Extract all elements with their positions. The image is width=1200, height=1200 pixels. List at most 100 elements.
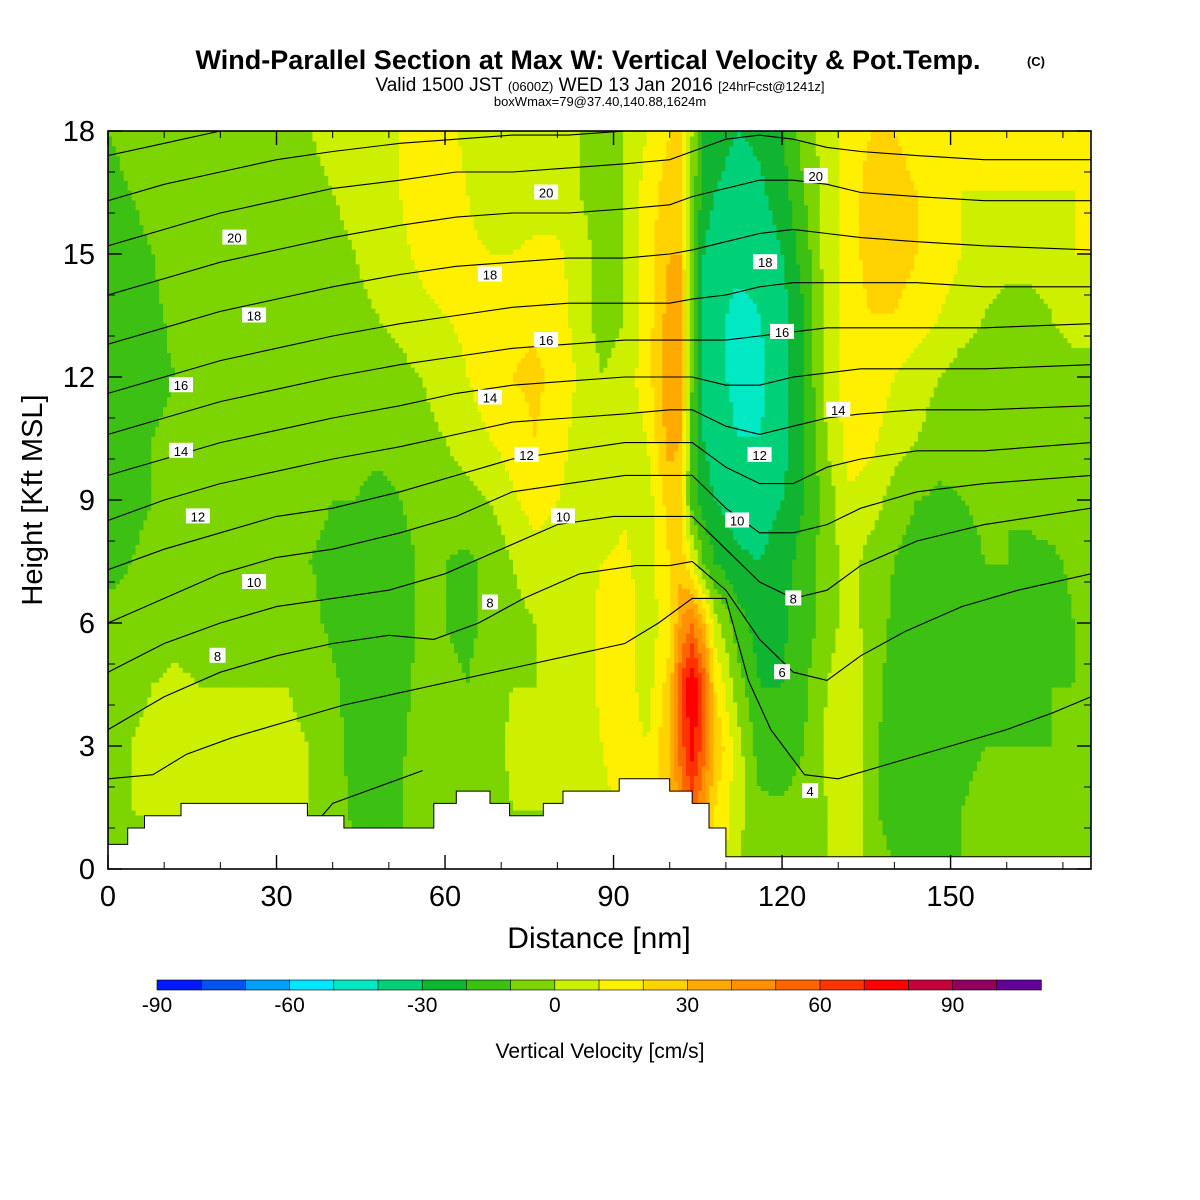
- w-cell: [993, 800, 998, 806]
- w-cell: [678, 785, 683, 791]
- w-cell: [1079, 810, 1084, 816]
- w-cell: [835, 820, 840, 826]
- w-cell: [485, 785, 490, 791]
- w-cell: [851, 795, 856, 801]
- w-cell: [887, 800, 892, 806]
- w-cell: [997, 820, 1002, 826]
- w-cell: [159, 810, 164, 816]
- w-cell: [336, 785, 341, 791]
- w-cell: [592, 785, 597, 791]
- w-cell: [863, 776, 868, 782]
- w-cell: [1060, 810, 1065, 816]
- w-cell: [1012, 830, 1017, 836]
- w-cell: [753, 800, 758, 806]
- w-cell: [729, 795, 734, 801]
- w-cell: [371, 776, 376, 782]
- w-cell: [887, 785, 892, 791]
- w-cell: [1056, 805, 1061, 811]
- w-cell: [698, 771, 703, 777]
- w-cell: [957, 830, 962, 836]
- w-cell: [694, 771, 699, 777]
- w-cell: [564, 776, 569, 782]
- w-cell: [1060, 790, 1065, 796]
- w-cell: [301, 785, 306, 791]
- w-cell: [159, 776, 164, 782]
- w-cell: [835, 825, 840, 831]
- w-cell: [246, 795, 251, 801]
- w-cell: [812, 839, 817, 845]
- w-cell: [989, 795, 994, 801]
- w-cell: [289, 780, 294, 786]
- w-cell: [1024, 810, 1029, 816]
- w-cell: [757, 795, 762, 801]
- w-cell: [989, 800, 994, 806]
- w-cell: [501, 790, 506, 796]
- w-cell: [949, 849, 954, 855]
- w-cell: [1024, 805, 1029, 811]
- w-cell: [348, 800, 353, 806]
- w-cell: [132, 810, 137, 816]
- w-cell: [175, 795, 180, 801]
- w-cell: [867, 805, 872, 811]
- w-cell: [710, 795, 715, 801]
- w-cell: [949, 825, 954, 831]
- w-cell: [426, 820, 431, 826]
- w-cell: [773, 844, 778, 850]
- w-cell: [316, 785, 321, 791]
- w-cell: [721, 820, 726, 826]
- w-cell: [533, 776, 538, 782]
- w-cell: [391, 815, 396, 821]
- w-cell: [816, 820, 821, 826]
- w-cell: [391, 785, 396, 791]
- w-cell: [938, 771, 943, 777]
- w-cell: [1040, 844, 1045, 850]
- plot-area: 8101214161820810121416182046810121416182…: [63, 116, 1092, 913]
- w-cell: [887, 839, 892, 845]
- chart-title: Wind-Parallel Section at Max W: Vertical…: [196, 45, 981, 75]
- w-cell: [788, 820, 793, 826]
- w-cell: [796, 785, 801, 791]
- w-cell: [175, 810, 180, 816]
- w-cell: [922, 825, 927, 831]
- w-cell: [855, 790, 860, 796]
- w-cell: [360, 771, 365, 777]
- w-cell: [206, 785, 211, 791]
- w-cell: [835, 835, 840, 841]
- w-cell: [183, 771, 188, 777]
- w-cell: [804, 820, 809, 826]
- w-cell: [356, 815, 361, 821]
- w-cell: [151, 776, 156, 782]
- w-cell: [729, 844, 734, 850]
- w-cell: [796, 839, 801, 845]
- w-cell: [745, 844, 750, 850]
- w-cell: [906, 771, 911, 777]
- w-cell: [977, 795, 982, 801]
- w-cell: [426, 815, 431, 821]
- w-cell: [155, 780, 160, 786]
- w-cell: [1016, 785, 1021, 791]
- w-cell: [981, 820, 986, 826]
- w-cell: [226, 790, 231, 796]
- w-cell: [769, 790, 774, 796]
- w-cell: [847, 844, 852, 850]
- w-cell: [450, 780, 455, 786]
- w-cell: [253, 790, 258, 796]
- w-cell: [588, 776, 593, 782]
- w-cell: [1008, 780, 1013, 786]
- w-cell: [898, 844, 903, 850]
- w-cell: [1024, 839, 1029, 845]
- w-cell: [961, 835, 966, 841]
- w-cell: [863, 780, 868, 786]
- w-cell: [749, 844, 754, 850]
- w-cell: [839, 825, 844, 831]
- w-cell: [733, 839, 738, 845]
- w-cell: [749, 825, 754, 831]
- w-cell: [957, 844, 962, 850]
- w-cell: [344, 800, 349, 806]
- w-cell: [851, 839, 856, 845]
- w-cell: [788, 839, 793, 845]
- w-cell: [171, 785, 176, 791]
- w-cell: [820, 839, 825, 845]
- w-cell: [831, 849, 836, 855]
- w-cell: [859, 815, 864, 821]
